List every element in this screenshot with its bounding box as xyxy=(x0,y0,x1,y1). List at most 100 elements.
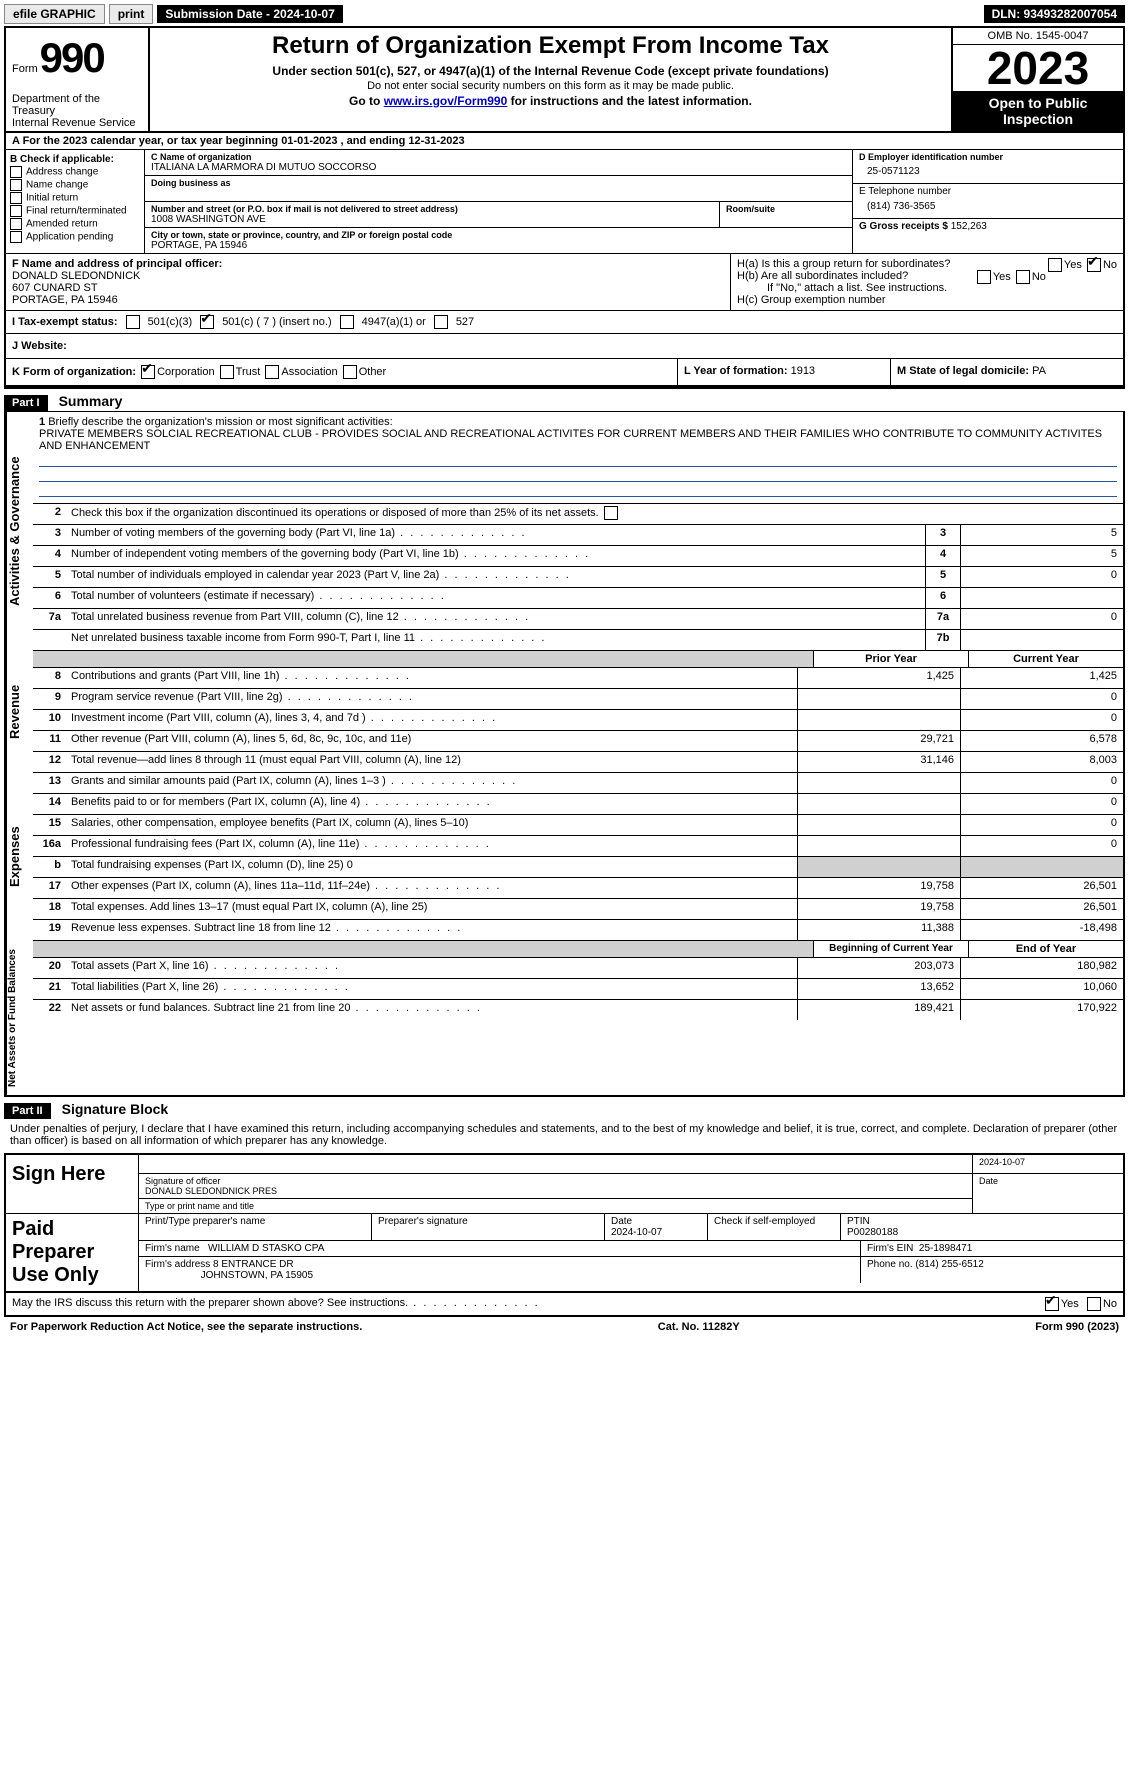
irs-link[interactable]: www.irs.gov/Form990 xyxy=(384,94,508,108)
col-c-org-info: C Name of organization ITALIANA LA MARMO… xyxy=(145,150,852,253)
l2-checkbox[interactable] xyxy=(604,506,618,520)
form-number: 990 xyxy=(40,34,104,82)
officer-name: DONALD SLEDONDNICK xyxy=(12,270,724,282)
paid-preparer-label: Paid Preparer Use Only xyxy=(6,1214,139,1291)
officer-signed: DONALD SLEDONDNICK PRES xyxy=(145,1186,277,1196)
l12-desc: Total revenue—add lines 8 through 11 (mu… xyxy=(67,752,797,772)
l21-begin: 13,652 xyxy=(797,979,960,999)
l14-desc: Benefits paid to or for members (Part IX… xyxy=(67,794,797,814)
l9-current: 0 xyxy=(960,689,1123,709)
firm-ein: 25-1898471 xyxy=(919,1243,972,1254)
l8-desc: Contributions and grants (Part VIII, lin… xyxy=(67,668,797,688)
discuss-no-checkbox[interactable] xyxy=(1087,1297,1101,1311)
firm-addr-label: Firm's address xyxy=(145,1259,210,1270)
l19-desc: Revenue less expenses. Subtract line 18 … xyxy=(67,920,797,940)
l4-desc: Number of independent voting members of … xyxy=(67,546,925,566)
col-b-checkboxes: B Check if applicable: Address change Na… xyxy=(6,150,145,253)
tax-year: 2023 xyxy=(953,45,1123,91)
hb-yes-checkbox[interactable] xyxy=(977,270,991,284)
l16a-current: 0 xyxy=(960,836,1123,856)
hb-no-checkbox[interactable] xyxy=(1016,270,1030,284)
tab-netassets: Net Assets or Fund Balances xyxy=(6,941,33,1095)
chk-trust[interactable] xyxy=(220,365,234,379)
chk-initial-return[interactable]: Initial return xyxy=(10,192,140,204)
ha-yes-checkbox[interactable] xyxy=(1048,258,1062,272)
l20-end: 180,982 xyxy=(960,958,1123,978)
col-b-header: B Check if applicable: xyxy=(10,154,140,165)
prep-name-label: Print/Type preparer's name xyxy=(145,1216,265,1227)
phone-label: E Telephone number xyxy=(859,186,1117,197)
chk-amended-return[interactable]: Amended return xyxy=(10,218,140,230)
website-row: J Website: xyxy=(6,334,1123,359)
l18-current: 26,501 xyxy=(960,899,1123,919)
part2-title: Signature Block xyxy=(62,1101,169,1117)
officer-addr2: PORTAGE, PA 15946 xyxy=(12,294,724,306)
header-title-block: Return of Organization Exempt From Incom… xyxy=(150,28,951,131)
current-year-hdr: Current Year xyxy=(968,651,1123,667)
submission-date: Submission Date - 2024-10-07 xyxy=(157,5,342,23)
open-to-public: Open to Public Inspection xyxy=(953,91,1123,131)
l21-end: 10,060 xyxy=(960,979,1123,999)
sig-officer-label: Signature of officer xyxy=(145,1176,220,1186)
form-of-org: K Form of organization: Corporation Trus… xyxy=(6,359,678,385)
subtitle-3: Go to www.irs.gov/Form990 for instructio… xyxy=(160,94,941,108)
chk-final-return[interactable]: Final return/terminated xyxy=(10,205,140,217)
subtitle-2: Do not enter social security numbers on … xyxy=(160,80,941,92)
part1-header: Part I xyxy=(4,395,48,411)
chk-4947[interactable] xyxy=(340,315,354,329)
org-name-label: C Name of organization xyxy=(151,152,846,162)
l9-prior xyxy=(797,689,960,709)
form-footer: Form 990 (2023) xyxy=(1035,1321,1119,1333)
l7a-desc: Total unrelated business revenue from Pa… xyxy=(67,609,925,629)
l9-desc: Program service revenue (Part VIII, line… xyxy=(67,689,797,709)
firm-addr: 8 ENTRANCE DR xyxy=(213,1259,294,1270)
print-button[interactable]: print xyxy=(109,4,154,24)
firm-ein-label: Firm's EIN xyxy=(867,1243,913,1254)
phone-value: (814) 736-3565 xyxy=(859,197,1117,216)
subtitle-1: Under section 501(c), 527, or 4947(a)(1)… xyxy=(160,64,941,78)
city-label: City or town, state or province, country… xyxy=(151,230,846,240)
h-c-label: H(c) Group exemption number xyxy=(737,294,1117,306)
part2-header: Part II xyxy=(4,1103,51,1119)
ha-no-checkbox[interactable] xyxy=(1087,258,1101,272)
form-container: Form 990 Department of the Treasury Inte… xyxy=(4,26,1125,389)
room-label: Room/suite xyxy=(726,204,846,214)
chk-other[interactable] xyxy=(343,365,357,379)
gross-value: 152,263 xyxy=(951,221,987,232)
pra-notice: For Paperwork Reduction Act Notice, see … xyxy=(10,1321,362,1333)
l1-mission-text: PRIVATE MEMBERS SOLCIAL RECREATIONAL CLU… xyxy=(39,428,1102,452)
l15-current: 0 xyxy=(960,815,1123,835)
form-word: Form xyxy=(12,63,38,75)
l22-end: 170,922 xyxy=(960,1000,1123,1020)
l22-begin: 189,421 xyxy=(797,1000,960,1020)
form-title: Return of Organization Exempt From Incom… xyxy=(160,32,941,60)
chk-address-change[interactable]: Address change xyxy=(10,166,140,178)
begin-year-hdr: Beginning of Current Year xyxy=(813,941,968,957)
street-address: 1008 WASHINGTON AVE xyxy=(151,214,713,225)
l12-prior: 31,146 xyxy=(797,752,960,772)
street-label: Number and street (or P.O. box if mail i… xyxy=(151,204,713,214)
l16a-desc: Professional fundraising fees (Part IX, … xyxy=(67,836,797,856)
discuss-yes-checkbox[interactable] xyxy=(1045,1297,1059,1311)
dba-label: Doing business as xyxy=(151,178,846,188)
chk-501c3[interactable] xyxy=(126,315,140,329)
chk-application-pending[interactable]: Application pending xyxy=(10,231,140,243)
dln-label: DLN: 93493282007054 xyxy=(984,5,1125,23)
l20-begin: 203,073 xyxy=(797,958,960,978)
chk-name-change[interactable]: Name change xyxy=(10,179,140,191)
l16b-current-gray xyxy=(960,857,1123,877)
chk-association[interactable] xyxy=(265,365,279,379)
h-note: If "No," attach a list. See instructions… xyxy=(737,282,1117,294)
l7a-value: 0 xyxy=(960,609,1123,629)
ptin-label: PTIN xyxy=(847,1216,870,1227)
l5-value: 0 xyxy=(960,567,1123,587)
l16b-desc: Total fundraising expenses (Part IX, col… xyxy=(67,857,797,877)
chk-501c[interactable] xyxy=(200,315,214,329)
date-label: Date xyxy=(973,1174,1123,1188)
chk-527[interactable] xyxy=(434,315,448,329)
l6-value xyxy=(960,588,1123,608)
l11-prior: 29,721 xyxy=(797,731,960,751)
l3-value: 5 xyxy=(960,525,1123,545)
chk-corporation[interactable] xyxy=(141,365,155,379)
officer-addr1: 607 CUNARD ST xyxy=(12,282,724,294)
